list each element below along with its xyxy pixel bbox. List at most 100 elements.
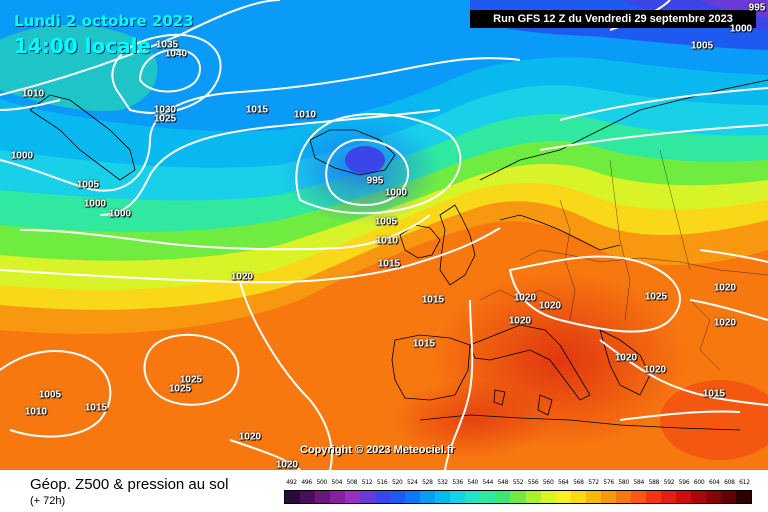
isobar-label: 1010 xyxy=(375,235,399,247)
scale-value: 532 xyxy=(437,479,448,486)
coastlines xyxy=(29,79,768,431)
scale-value: 556 xyxy=(527,479,539,486)
scale-value: 560 xyxy=(542,479,554,486)
scale-swatch xyxy=(315,491,331,503)
scale-swatch xyxy=(735,491,751,503)
scale-value: 528 xyxy=(422,479,433,486)
isobar-label: 1015 xyxy=(84,402,108,414)
isobar-label: 1015 xyxy=(377,258,401,270)
isobar-label: 995 xyxy=(366,175,384,187)
time-title: 14:00 locale xyxy=(14,34,151,58)
color-scale-bar xyxy=(284,490,752,504)
isobar-label: 1035 xyxy=(155,39,179,51)
isobar-label: 1020 xyxy=(713,317,737,329)
scale-swatch xyxy=(480,491,496,503)
scale-value: 552 xyxy=(512,479,524,486)
isobar-label: 1020 xyxy=(238,431,262,443)
scale-swatch xyxy=(450,491,466,503)
scale-swatch xyxy=(570,491,586,503)
isobar-label: 1025 xyxy=(644,291,668,303)
scale-value: 608 xyxy=(724,479,735,486)
isobar-label: 995 xyxy=(748,2,766,14)
scale-value: 564 xyxy=(558,479,569,486)
scale-swatch xyxy=(675,491,691,503)
isobar-label: 1025 xyxy=(179,374,203,386)
isobar-label: 1015 xyxy=(412,338,436,350)
isobar-label: 1020 xyxy=(713,282,737,294)
isobar-label: 1020 xyxy=(614,352,638,364)
scale-value: 504 xyxy=(331,479,343,486)
scale-swatch xyxy=(615,491,631,503)
scale-value: 536 xyxy=(452,479,463,486)
isobar-label: 1025 xyxy=(168,383,192,395)
scale-swatch xyxy=(660,491,676,503)
isobar-label: 1025 xyxy=(153,113,177,125)
scale-value: 612 xyxy=(739,479,750,486)
scale-value: 520 xyxy=(391,479,403,486)
isobars xyxy=(0,0,768,470)
isobar-label: 1000 xyxy=(108,208,132,220)
scale-swatch xyxy=(720,491,736,503)
scale-value: 584 xyxy=(633,479,645,486)
isobar-label: 1020 xyxy=(508,315,532,327)
scale-value: 568 xyxy=(573,479,584,486)
scale-swatch xyxy=(705,491,721,503)
legend-subtitle: (+ 72h) xyxy=(30,495,66,507)
scale-swatch xyxy=(495,491,511,503)
isobar-label: 1020 xyxy=(643,364,667,376)
isobar-label: 1020 xyxy=(538,300,562,312)
scale-swatch xyxy=(300,491,316,503)
scale-swatch xyxy=(600,491,616,503)
scale-swatch xyxy=(435,491,451,503)
isobar-label: 1040 xyxy=(164,48,188,60)
isobar-label: 1000 xyxy=(384,187,408,199)
isobar-label: 1005 xyxy=(690,40,714,52)
geopotential-field xyxy=(0,0,768,470)
isobar-label: 1020 xyxy=(230,271,254,283)
isobar-label: 1005 xyxy=(374,216,398,228)
scale-value: 516 xyxy=(376,479,388,486)
scale-swatch xyxy=(540,491,556,503)
isobar-label: 1015 xyxy=(421,294,445,306)
scale-value: 600 xyxy=(693,479,705,486)
scale-swatch xyxy=(690,491,706,503)
scale-swatch xyxy=(405,491,421,503)
isobar-label: 1030 xyxy=(153,104,177,116)
isobar-label: 1000 xyxy=(729,23,753,35)
weather-map: Lundi 2 octobre 2023 14:00 locale Run GF… xyxy=(0,0,768,470)
color-scale-labels: 492 496 500 504 508 512 516 520 524 528 532 536 540 5… xyxy=(284,479,752,489)
scale-value: 548 xyxy=(497,479,509,486)
run-info-box: Run GFS 12 Z du Vendredi 29 septembre 20… xyxy=(470,10,756,28)
scale-value: 572 xyxy=(588,479,599,486)
scale-value: 604 xyxy=(708,479,720,486)
isobar-label: 1010 xyxy=(24,406,48,418)
scale-value: 508 xyxy=(346,479,358,486)
scale-swatch xyxy=(375,491,391,503)
scale-value: 512 xyxy=(361,479,373,486)
scale-swatch xyxy=(345,491,361,503)
scale-swatch xyxy=(630,491,646,503)
isobar-label: 1005 xyxy=(76,179,100,191)
scale-swatch xyxy=(360,491,376,503)
scale-value: 588 xyxy=(648,479,660,486)
isobar-label: 1020 xyxy=(275,459,299,471)
scale-swatch xyxy=(390,491,406,503)
isobar-label: 1000 xyxy=(10,150,34,162)
date-title: Lundi 2 octobre 2023 xyxy=(14,12,194,30)
scale-value: 500 xyxy=(316,479,328,486)
isobar-label: 1010 xyxy=(21,88,45,100)
scale-value: 492 xyxy=(286,479,297,486)
scale-value: 544 xyxy=(482,479,494,486)
scale-value: 596 xyxy=(678,479,690,486)
scale-swatch xyxy=(465,491,481,503)
legend-panel: Géop. Z500 & pression au sol (+ 72h) 492… xyxy=(0,470,768,512)
scale-swatch xyxy=(555,491,571,503)
isobar-label: 1000 xyxy=(83,198,107,210)
scale-swatch xyxy=(510,491,526,503)
scale-swatch xyxy=(285,491,301,503)
scale-value: 540 xyxy=(467,479,478,486)
scale-swatch xyxy=(585,491,601,503)
legend-title: Géop. Z500 & pression au sol xyxy=(30,476,229,493)
scale-value: 576 xyxy=(603,479,614,486)
scale-swatch xyxy=(645,491,661,503)
